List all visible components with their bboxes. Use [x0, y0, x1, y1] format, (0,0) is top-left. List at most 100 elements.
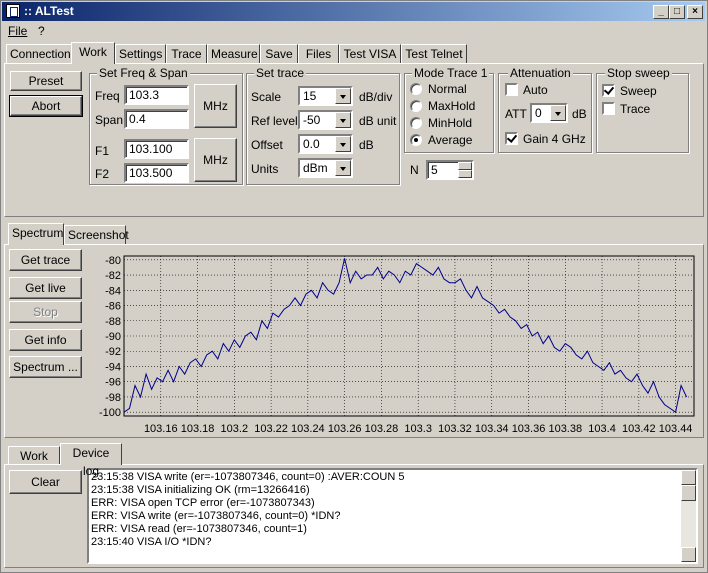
menu-file[interactable]: File [8, 24, 28, 38]
y-tick-label: -82 [105, 270, 121, 282]
f1-input[interactable]: 103.100 [124, 139, 189, 159]
y-tick-label: -86 [105, 301, 121, 313]
preset-button[interactable]: Preset [10, 71, 82, 91]
get-live-button[interactable]: Get live [9, 277, 82, 299]
spectrum-options-button[interactable]: Spectrum ... [9, 356, 82, 378]
title-bar[interactable]: :: ALTest _ □ × [2, 2, 705, 21]
span-label: Span [95, 113, 124, 127]
tab-work[interactable]: Work [71, 42, 115, 64]
close-button[interactable]: × [687, 5, 703, 19]
minimize-button[interactable]: _ [653, 5, 669, 19]
tab-work-log[interactable]: Work log [8, 446, 60, 481]
tab-trace[interactable]: Trace [166, 44, 207, 64]
x-tick-label: 103.28 [365, 423, 399, 435]
span-input[interactable]: 0.4 [124, 109, 189, 129]
log-scrollbar[interactable] [681, 470, 696, 562]
units-value: dBm [303, 161, 328, 175]
trace-checkbox[interactable] [602, 102, 615, 115]
spin-up-icon[interactable] [458, 162, 472, 170]
auto-checkbox[interactable] [505, 83, 518, 96]
auto-label[interactable]: Auto [523, 83, 548, 97]
get-trace-button[interactable]: Get trace [9, 249, 82, 271]
app-icon[interactable] [6, 4, 20, 18]
chevron-down-icon[interactable] [335, 88, 351, 104]
tab-measure[interactable]: Measure [207, 44, 260, 64]
scale-unit: dB/div [359, 90, 393, 104]
menu-help[interactable]: ? [38, 24, 45, 38]
mode-maxhold-label[interactable]: MaxHold [428, 99, 476, 113]
log-line: 23:15:40 VISA I/O *IDN? [91, 536, 212, 548]
spin-down-icon[interactable] [458, 170, 472, 178]
y-tick-label: -92 [105, 346, 121, 358]
chevron-down-icon[interactable] [335, 136, 351, 152]
attenuation-title: Attenuation [508, 66, 573, 80]
trace-label[interactable]: Trace [620, 102, 651, 116]
units-label: Units [251, 162, 279, 176]
mode-minhold-radio[interactable] [410, 117, 422, 129]
mode-average-radio[interactable] [410, 134, 422, 146]
set-trace-title: Set trace [254, 66, 307, 80]
device-log-textarea[interactable]: 23:15:38 VISA write (er=-1073807346, cou… [87, 468, 698, 564]
mode-normal-radio[interactable] [410, 83, 422, 95]
chevron-down-icon[interactable] [335, 112, 351, 128]
log-line: ERR: VISA write (er=-1073807346, count=0… [91, 510, 341, 522]
mode-minhold-label[interactable]: MinHold [428, 116, 473, 130]
x-tick-label: 103.24 [291, 423, 325, 435]
ref-level-label: Ref level [251, 114, 298, 128]
scroll-thumb[interactable] [681, 485, 696, 501]
offset-select[interactable]: 0.0 [298, 134, 353, 154]
set-trace-group [246, 73, 400, 185]
mode-normal-label[interactable]: Normal [428, 82, 467, 96]
y-tick-label: -80 [105, 255, 121, 267]
tab-test-visa[interactable]: Test VISA [339, 44, 401, 64]
mode-maxhold-radio[interactable] [410, 100, 422, 112]
clear-button[interactable]: Clear [9, 470, 82, 494]
tab-spectrum[interactable]: Spectrum [8, 223, 64, 245]
ref-level-select[interactable]: -50 [298, 110, 353, 130]
sweep-checkbox[interactable] [602, 84, 615, 97]
ref-level-value: -50 [303, 113, 321, 127]
x-tick-label: 103.4 [588, 423, 616, 435]
units-select[interactable]: dBm [298, 158, 353, 178]
x-tick-label: 103.16 [144, 423, 178, 435]
mode-average-label[interactable]: Average [428, 133, 473, 147]
offset-unit: dB [359, 138, 374, 152]
tab-save[interactable]: Save [260, 44, 298, 64]
scale-select[interactable]: 15 [298, 86, 353, 106]
spectrum-chart: -80 -82 -84 -86 -88 -90 -92 -94 -96 -98 -100 103.16… [99, 255, 695, 435]
freq-label: Freq [95, 89, 120, 103]
y-tick-label: -98 [105, 392, 121, 404]
n-spinner[interactable]: 5 [426, 160, 474, 180]
tab-device-log[interactable]: Device log [60, 443, 122, 478]
get-info-button[interactable]: Get info [9, 329, 82, 351]
tab-files[interactable]: Files [298, 44, 339, 64]
tab-settings[interactable]: Settings [115, 44, 166, 64]
chevron-down-icon[interactable] [550, 105, 566, 121]
x-tick-label: 103.26 [328, 423, 362, 435]
tab-screenshot[interactable]: Screenshot [64, 225, 129, 245]
scroll-down-icon[interactable] [681, 547, 696, 562]
gain-4ghz-checkbox[interactable] [505, 132, 518, 145]
x-tick-label: 103.18 [181, 423, 215, 435]
mhz-f1f2-button[interactable]: MHz [194, 138, 237, 182]
y-tick-label: -84 [105, 285, 121, 297]
log-line: ERR: VISA open TCP error (er=-1073807343… [91, 497, 315, 509]
gain-4ghz-label[interactable]: Gain 4 GHz [523, 132, 586, 146]
work-panel [4, 63, 704, 217]
n-value: 5 [431, 163, 438, 177]
att-select[interactable]: 0 [530, 103, 568, 123]
f2-input[interactable]: 103.500 [124, 163, 189, 183]
tab-test-telnet[interactable]: Test Telnet [401, 44, 467, 64]
tab-connection[interactable]: Connection [6, 44, 72, 64]
top-tab-strip: Connection Work Settings Trace Measure S… [4, 42, 704, 64]
stop-sweep-title: Stop sweep [605, 66, 672, 80]
abort-button[interactable]: Abort [9, 95, 83, 117]
y-tick-label: -90 [105, 331, 121, 343]
chevron-down-icon[interactable] [335, 160, 351, 176]
scroll-up-icon[interactable] [681, 470, 696, 485]
mhz-freq-button[interactable]: MHz [194, 84, 237, 128]
freq-input[interactable]: 103.3 [124, 85, 189, 105]
sweep-label[interactable]: Sweep [620, 84, 657, 98]
stop-button[interactable]: Stop [9, 301, 82, 323]
maximize-button[interactable]: □ [669, 5, 685, 19]
